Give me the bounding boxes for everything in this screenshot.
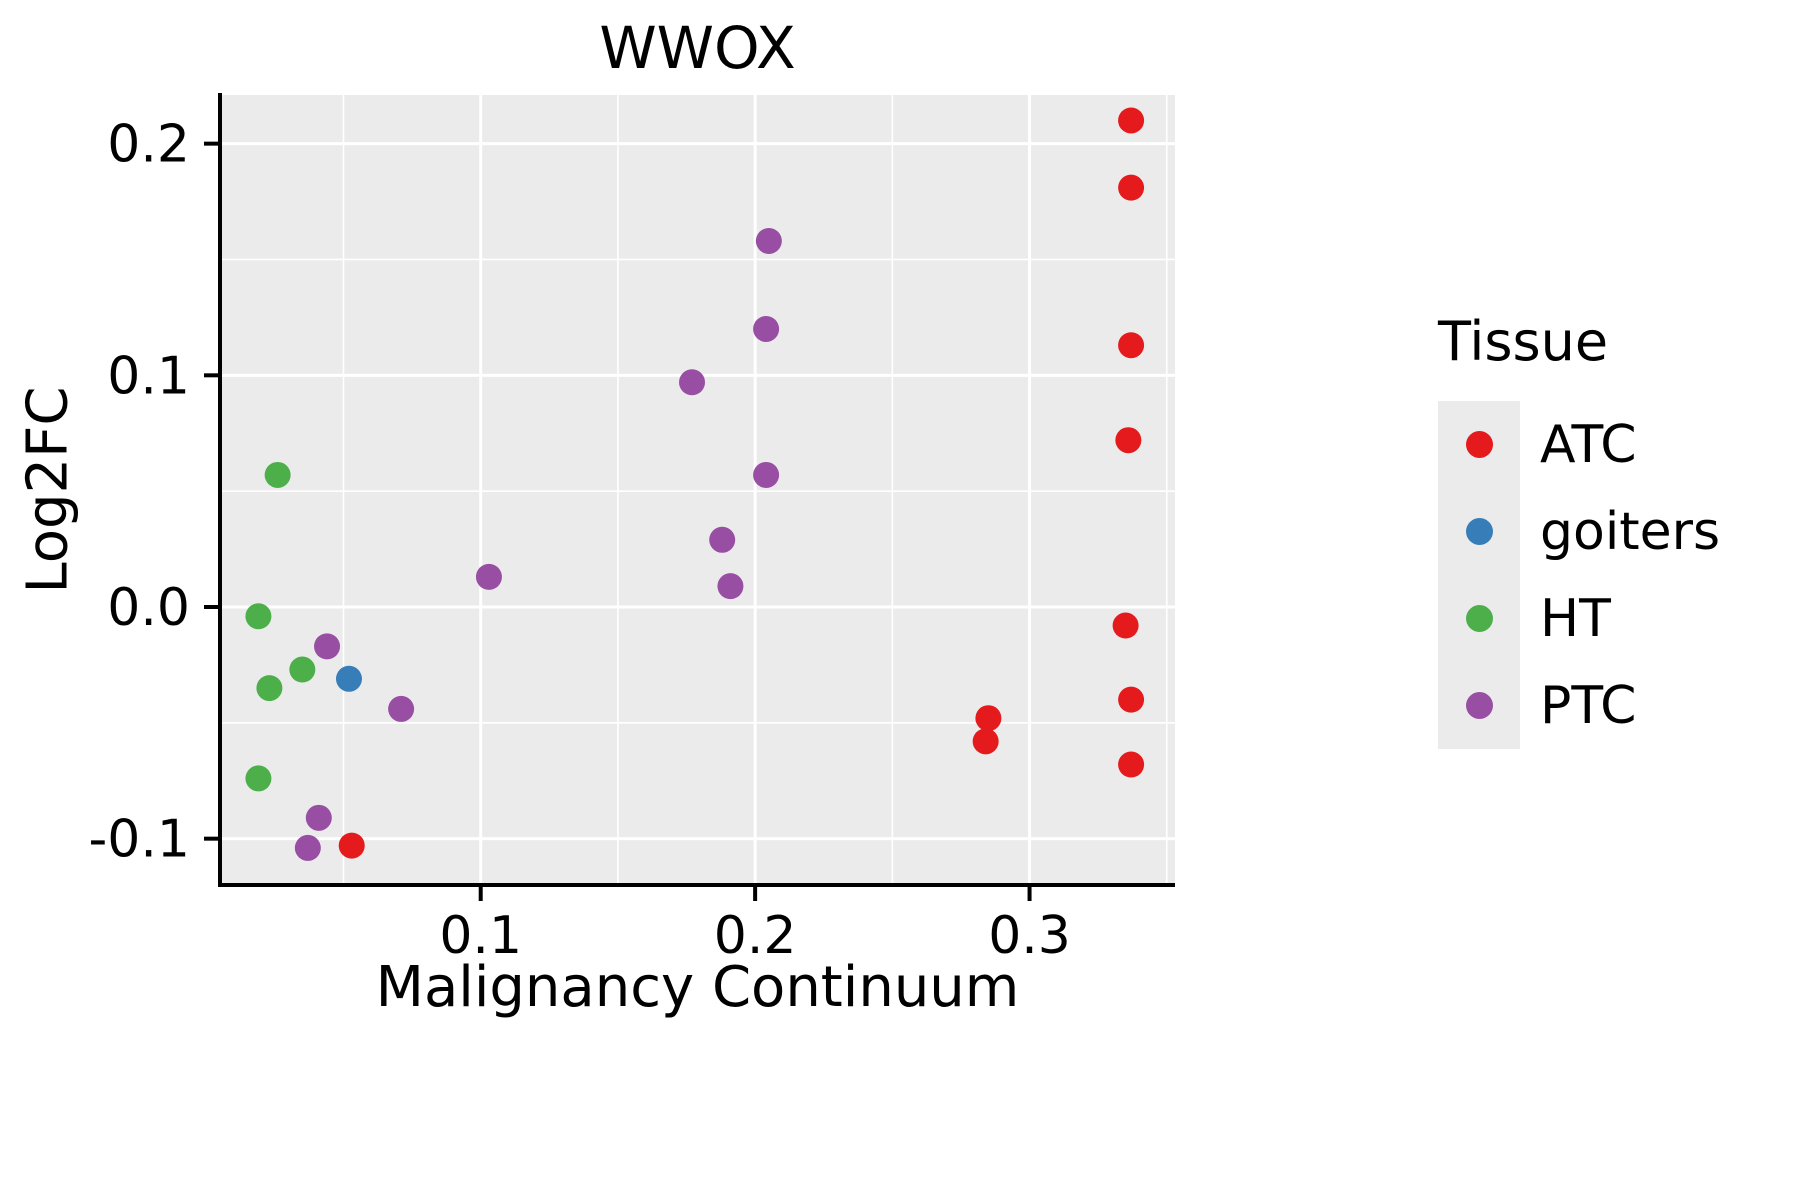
legend-key	[1438, 575, 1520, 662]
data-point-ATC	[1118, 332, 1145, 359]
legend-dot-icon	[1465, 518, 1493, 545]
y-axis-label: Log2FC	[15, 386, 81, 594]
legend-item-ATC: ATC	[1438, 401, 1720, 488]
y-tick-label: 0.0	[107, 578, 190, 638]
legend-item-HT: HT	[1438, 575, 1720, 662]
legend-key	[1438, 662, 1520, 749]
data-point-PTC	[679, 369, 706, 396]
legend-label: ATC	[1540, 414, 1637, 475]
data-point-HT	[256, 675, 283, 702]
legend-dot-icon	[1465, 605, 1493, 632]
data-point-PTC	[753, 461, 780, 488]
legend-label: goiters	[1540, 501, 1721, 562]
data-point-ATC	[972, 728, 999, 755]
legend-label: HT	[1540, 588, 1611, 649]
data-point-ATC	[338, 832, 365, 859]
data-point-ATC	[1115, 427, 1142, 454]
legend: Tissue ATC goiters HT PTC	[1438, 310, 1720, 749]
data-point-PTC	[314, 633, 341, 660]
data-point-PTC	[753, 315, 780, 342]
legend-label: PTC	[1540, 675, 1637, 736]
data-point-PTC	[475, 563, 502, 590]
data-point-ATC	[975, 705, 1002, 732]
legend-items: ATC goiters HT PTC	[1438, 401, 1720, 749]
data-point-PTC	[755, 227, 782, 254]
plot-panel	[220, 95, 1175, 885]
y-tick-label: -0.1	[89, 810, 190, 870]
data-point-PTC	[388, 695, 415, 722]
data-point-PTC	[717, 573, 744, 600]
data-point-ATC	[1118, 174, 1145, 201]
data-point-HT	[245, 603, 272, 630]
legend-item-PTC: PTC	[1438, 662, 1720, 749]
data-point-PTC	[305, 804, 332, 831]
legend-dot-icon	[1465, 692, 1493, 719]
chart-title: WWOX	[599, 14, 796, 82]
data-point-ATC	[1112, 612, 1139, 639]
legend-item-goiters: goiters	[1438, 488, 1720, 575]
data-point-HT	[264, 461, 291, 488]
data-point-ATC	[1118, 686, 1145, 713]
legend-dot-icon	[1465, 431, 1493, 458]
data-point-PTC	[709, 526, 736, 553]
legend-key	[1438, 401, 1520, 488]
data-point-PTC	[294, 834, 321, 861]
x-tick-label: 0.3	[988, 906, 1071, 966]
legend-title: Tissue	[1438, 310, 1609, 373]
x-axis-label: Malignancy Continuum	[375, 955, 1020, 1020]
x-tick-label: 0.1	[439, 906, 522, 966]
y-tick-label: 0.1	[107, 346, 190, 406]
y-tick-label: 0.2	[107, 115, 190, 175]
data-point-HT	[289, 656, 316, 683]
data-point-goiters	[335, 665, 362, 692]
legend-key	[1438, 488, 1520, 575]
data-point-ATC	[1118, 107, 1145, 134]
data-point-HT	[245, 765, 272, 792]
data-point-ATC	[1118, 751, 1145, 778]
x-tick-label: 0.2	[714, 906, 797, 966]
